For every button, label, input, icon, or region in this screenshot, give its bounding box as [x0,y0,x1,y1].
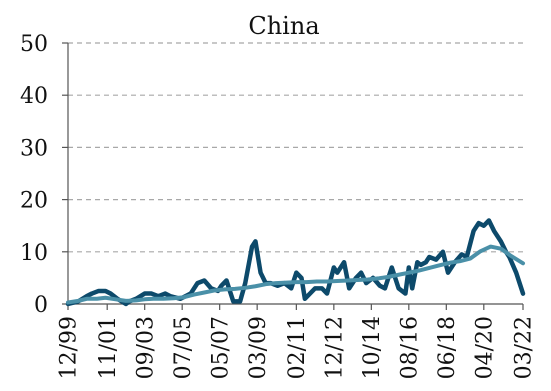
y-tick-label: 30 [20,136,48,161]
series-line-smoothed [66,244,525,305]
x-tick-label: 12/12 [323,316,348,379]
chart-title: China [248,12,319,40]
y-tick-label: 50 [20,32,48,57]
x-axis-tick-labels: 12/99 11/01 09/03 07/05 05/07 03/09 02/11 12/12… [57,316,537,379]
x-tick-label: 03/09 [246,316,271,379]
x-tick-label: 03/22 [512,316,537,379]
x-tick-label: 06/18 [435,316,460,379]
x-tick-label: 08/16 [398,316,423,379]
y-axis-tick-labels: 0 10 20 30 40 50 [20,32,69,318]
x-tick-label: 10/14 [360,316,385,379]
x-tick-label: 02/11 [285,316,310,379]
grid-lines [68,42,523,253]
series-lines [65,218,526,307]
x-tick-label: 07/05 [171,316,196,379]
x-tick-label: 04/20 [473,316,498,379]
y-tick-label: 0 [34,293,48,318]
x-tick-label: 05/07 [208,316,233,379]
y-tick-label: 20 [20,189,48,214]
x-tick-label: 09/03 [133,316,158,379]
y-tick-label: 40 [20,84,48,109]
x-tick-label: 11/01 [96,316,121,379]
y-tick-label: 10 [20,241,48,266]
x-tick-label: 12/99 [57,316,82,379]
x-axis [67,303,524,310]
